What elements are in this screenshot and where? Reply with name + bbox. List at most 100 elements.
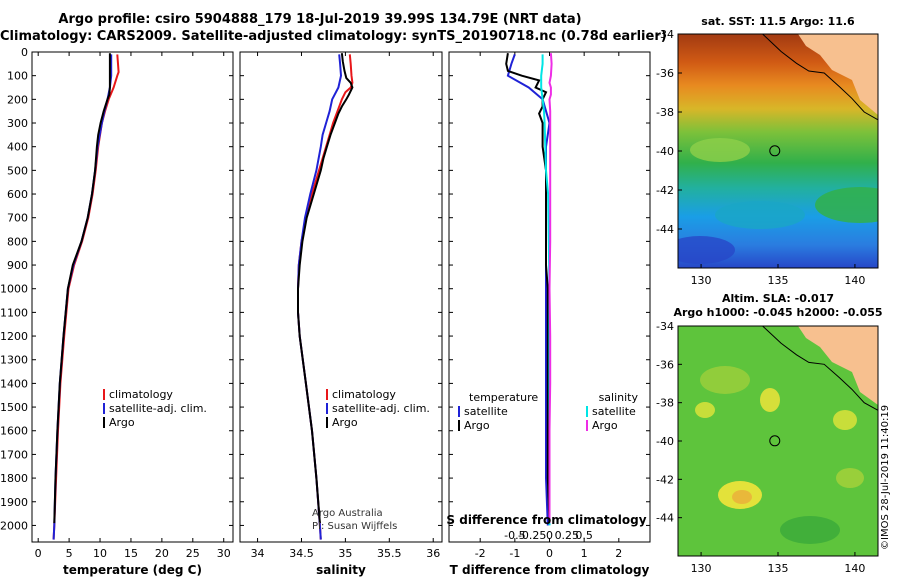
- depth-tick-label: 400: [7, 141, 28, 154]
- temperature-x-tick-label: 25: [186, 547, 200, 560]
- sst_map-y-tick-label: -44: [656, 223, 674, 236]
- temperature-series-satellite: [52, 54, 113, 540]
- diff-legend-temperature-label: satellite: [464, 405, 508, 418]
- difference-series-argo: [505, 53, 551, 524]
- temperature-x-tick-label: 20: [155, 547, 169, 560]
- depth-tick-label: 1300: [0, 354, 28, 367]
- sst_map-x-tick-label: 140: [844, 274, 865, 287]
- depth-tick-label: 1000: [0, 283, 28, 296]
- diff-top-tick-label: -0.5: [504, 529, 525, 542]
- sla_map-profile-marker: [769, 435, 781, 447]
- depth-tick-label: 2000: [0, 519, 28, 532]
- sla-map-field: [678, 326, 878, 556]
- depth-tick-label: 1200: [0, 330, 28, 343]
- salinity-x-tick-label: 34: [251, 547, 265, 560]
- depth-tick-label: 700: [7, 212, 28, 225]
- salinity-x-tick-label: 35: [338, 547, 352, 560]
- depth-tick-label: 900: [7, 259, 28, 272]
- temperature-legend-label: satellite-adj. clim.: [109, 402, 207, 415]
- temperature-legend-label: climatology: [109, 388, 173, 401]
- temperature-x-tick-label: 0: [35, 547, 42, 560]
- sst_map-y-tick-label: -42: [656, 184, 674, 197]
- salinity-x-axis-label: salinity: [316, 563, 366, 577]
- salinity-series-argo: [297, 53, 354, 524]
- depth-tick-label: 500: [7, 164, 28, 177]
- difference-x-tick-label: -1: [509, 547, 520, 560]
- depth-tick-label: 1400: [0, 377, 28, 390]
- sst_map-x-tick-label: 130: [691, 274, 712, 287]
- temperature-series-argo: [53, 53, 111, 524]
- depth-tick-label: 800: [7, 235, 28, 248]
- salinity-x-tick-label: 34.5: [289, 547, 314, 560]
- sst_map-y-tick-label: -36: [656, 67, 674, 80]
- diff-legend-salinity-title: salinity: [599, 391, 639, 404]
- sla_map-y-tick-label: -38: [656, 397, 674, 410]
- sla_map-title: Argo h1000: -0.045 h2000: -0.055: [673, 306, 882, 319]
- temperature-series-climatology: [52, 54, 120, 540]
- sla_map-title: Altim. SLA: -0.017: [722, 292, 834, 305]
- sla_map-x-tick-label: 135: [768, 562, 789, 575]
- difference-series-salinity_argo: [548, 53, 553, 524]
- credit-note: PI: Susan Wijffels: [312, 521, 397, 532]
- salinity-legend-label: Argo: [332, 416, 358, 429]
- diff-top-tick-label: -0.25: [518, 529, 546, 542]
- depth-tick-label: 300: [7, 117, 28, 130]
- depth-tick-label: 1600: [0, 425, 28, 438]
- temperature-x-tick-label: 10: [93, 547, 107, 560]
- sst_map-profile-marker: [769, 145, 781, 157]
- sst_map-title: sat. SST: 11.5 Argo: 11.6: [701, 15, 855, 28]
- credit-note: Argo Australia: [312, 508, 383, 519]
- sla_map-coastline: [762, 325, 879, 411]
- temperature-x-tick-label: 15: [124, 547, 138, 560]
- depth-tick-label: 1500: [0, 401, 28, 414]
- salinity-panel-frame: [239, 51, 443, 543]
- temperature-x-tick-label: 5: [66, 547, 73, 560]
- temperature-x-tick-label: 30: [217, 547, 231, 560]
- sst_map-y-tick-label: -38: [656, 106, 674, 119]
- depth-tick-label: 100: [7, 70, 28, 83]
- salinity-series-satellite: [297, 54, 343, 540]
- difference-x-tick-label: -2: [475, 547, 486, 560]
- salinity-x-tick-label: 36: [426, 547, 440, 560]
- diff-top-axis-label: S difference from climatology: [446, 513, 646, 527]
- sst_map-coastline: [762, 33, 879, 121]
- depth-tick-label: 200: [7, 93, 28, 106]
- figure-title-line1: Argo profile: csiro 5904888_179 18-Jul-2…: [58, 12, 582, 27]
- difference-x-tick-label: 2: [615, 547, 622, 560]
- diff-legend-temperature-title: temperature: [469, 391, 538, 404]
- sla_map-y-tick-label: -40: [656, 435, 674, 448]
- sla_map-y-tick-label: -36: [656, 358, 674, 371]
- difference-x-tick-label: 0: [546, 547, 553, 560]
- diff-top-tick-label: 0.25: [555, 529, 580, 542]
- salinity-legend-label: climatology: [332, 388, 396, 401]
- diff-legend-temperature-label: Argo: [464, 419, 490, 432]
- diff-legend-salinity-label: satellite: [592, 405, 636, 418]
- sst_map-x-tick-label: 135: [768, 274, 789, 287]
- temperature-panel-frame: [31, 51, 234, 543]
- diff-top-tick-label: 0.5: [575, 529, 593, 542]
- depth-tick-label: 1100: [0, 306, 28, 319]
- diff-legend-salinity-label: Argo: [592, 419, 618, 432]
- sla_map-y-tick-label: -34: [656, 320, 674, 333]
- depth-tick-label: 1700: [0, 448, 28, 461]
- temperature-x-axis-label: temperature (deg C): [63, 563, 202, 577]
- sla_map-x-tick-label: 140: [844, 562, 865, 575]
- figure-title-line2: Climatology: CARS2009. Satellite-adjuste…: [0, 29, 667, 44]
- sla_map-x-tick-label: 130: [691, 562, 712, 575]
- sst_map-y-tick-label: -40: [656, 145, 674, 158]
- depth-tick-label: 600: [7, 188, 28, 201]
- salinity-x-tick-label: 35.5: [377, 547, 402, 560]
- diff-top-tick-label: 0: [546, 529, 553, 542]
- depth-tick-label: 1900: [0, 496, 28, 509]
- sla_map-y-tick-label: -42: [656, 473, 674, 486]
- difference-x-axis-label: T difference from climatology: [450, 563, 650, 577]
- sst_map-y-tick-label: -34: [656, 28, 674, 41]
- salinity-legend-label: satellite-adj. clim.: [332, 402, 430, 415]
- copyright-stamp: ©IMOS 28-Jul-2019 11:40:19: [880, 404, 891, 550]
- depth-tick-label: 1800: [0, 472, 28, 485]
- difference-x-tick-label: 1: [581, 547, 588, 560]
- sst-map-field: [678, 34, 878, 268]
- depth-tick-label: 0: [21, 46, 28, 59]
- sla_map-y-tick-label: -44: [656, 512, 674, 525]
